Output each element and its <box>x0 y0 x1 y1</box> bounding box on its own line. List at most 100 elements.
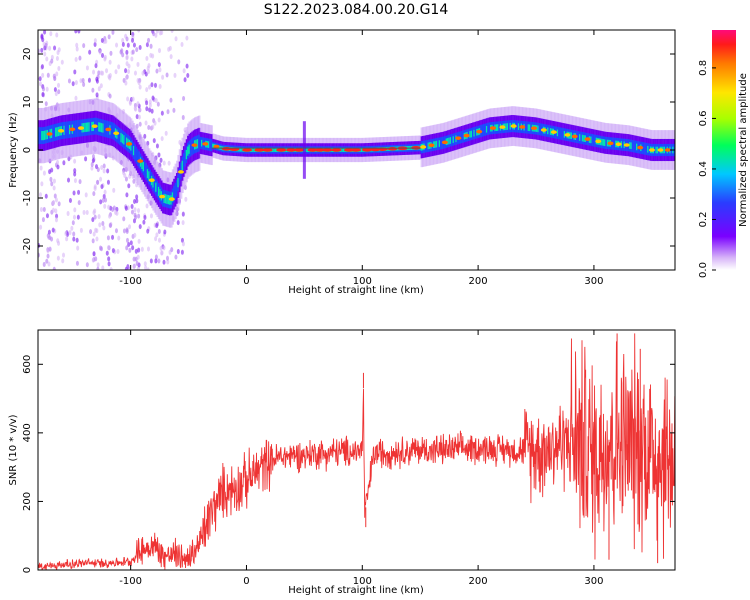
spectrogram-noise-cell <box>91 158 95 164</box>
spectrogram-band-core <box>580 131 583 144</box>
spectrogram-band-core <box>481 124 484 137</box>
spectrogram-noise-cell <box>54 197 58 203</box>
spectrogram-noise-cell <box>77 200 81 206</box>
spectrogram-band-peak <box>470 130 473 138</box>
spectrogram-noise-cell <box>57 65 61 71</box>
spectrogram-band-peak <box>121 134 124 144</box>
spectrogram-noise-cell <box>111 234 115 240</box>
spectrogram-noise-cell <box>106 179 110 185</box>
snr-y-tick-label: 400 <box>22 423 33 442</box>
spectrogram-band-peak <box>435 140 439 148</box>
spectrogram-noise-cell <box>157 237 161 243</box>
spectrogram-band-core <box>594 134 597 147</box>
spectrogram-band-peak <box>99 122 102 132</box>
spectrogram-band-core <box>451 133 454 147</box>
spectrogram-noise-cell <box>92 251 96 257</box>
figure-title: S122.2023.084.00.20.G14 <box>264 2 449 18</box>
spectrogram-band-core <box>460 130 464 144</box>
spectrogram-band-core <box>124 132 127 150</box>
spectrogram-noise-cell <box>50 54 54 60</box>
spectrogram-noise-cell <box>144 265 148 270</box>
spectrogram-noise-cell <box>56 255 60 261</box>
spectrogram-noise-cell <box>169 54 173 60</box>
spectrogram-hotspot <box>262 148 273 152</box>
spectrogram-noise-cell <box>96 266 100 270</box>
spectrogram-noise-cell <box>57 82 61 88</box>
spectrogram-hotspot <box>177 170 184 174</box>
spectrogram-noise-cell <box>57 201 61 207</box>
spectrogram-hotspot <box>428 143 435 148</box>
spectrogram-band-peak <box>166 194 169 204</box>
spectrogram-noise-cell <box>54 208 58 214</box>
spectrogram-band-core <box>175 179 179 197</box>
spectrogram-band-core <box>644 142 647 155</box>
spectrogram-noise-cell <box>146 65 150 71</box>
spectrogram-noise-cell <box>93 214 97 220</box>
spectrogram-band-peak <box>120 132 123 143</box>
spectrogram-noise-cell <box>137 30 141 33</box>
spectrogram-noise-cell <box>131 245 135 251</box>
colorbar-label: Normalized spectral amplitude <box>738 73 749 227</box>
spectrogram-hotspot <box>607 141 614 146</box>
spectrogram-noise-cell <box>130 56 134 62</box>
spectrogram-band-peak <box>164 194 168 204</box>
spectrogram-noise-cell <box>131 49 135 55</box>
spectrogram-noise-cell <box>166 259 170 265</box>
spectrogram-noise-cell <box>93 42 97 48</box>
spectrogram-noise-cell <box>132 264 136 270</box>
spectrogram-noise-cell <box>71 220 75 226</box>
spectrogram-noise-cell <box>185 63 189 69</box>
spectrogram-band-core <box>144 160 147 178</box>
spectrogram-noise-cell <box>124 80 128 86</box>
spectrogram-noise-cell <box>97 70 101 76</box>
spectrogram-y-tick-label: -10 <box>22 190 33 206</box>
spectrogram-noise-cell <box>162 160 166 166</box>
spectrogram-noise-cell <box>79 78 83 84</box>
spectrogram-noise-cell <box>172 107 176 113</box>
spectrogram-hotspot <box>564 133 571 137</box>
spectrogram-noise-cell <box>143 215 147 221</box>
spectrogram-noise-cell <box>82 82 86 88</box>
spectrogram-noise-cell <box>128 100 132 106</box>
spectrogram-noise-cell <box>136 61 140 67</box>
spectrogram-band-core <box>67 121 70 139</box>
spectrogram-noise-cell <box>137 114 141 120</box>
spectrogram-noise-cell <box>107 34 111 40</box>
spectrogram-band-core <box>103 119 106 137</box>
spectrogram-hotspot <box>387 146 398 151</box>
spectrogram-noise-cell <box>78 55 82 61</box>
spectrogram-band-core <box>631 139 635 153</box>
spectrogram-band-peak <box>469 131 472 138</box>
spectrogram-band-peak <box>569 132 572 139</box>
spectrogram-hotspot <box>344 148 355 152</box>
spectrogram-band-peak <box>497 124 500 131</box>
spectrogram-noise-cell <box>144 120 148 126</box>
spectrogram-band-peak <box>517 123 521 130</box>
spectrogram-band-core <box>110 121 113 139</box>
spectrogram-hotspot <box>550 130 557 134</box>
spectrogram-hotspot <box>276 148 287 152</box>
spectrogram-noise-cell <box>162 245 166 251</box>
spectrogram-noise-cell <box>53 87 57 93</box>
spectrogram-band-peak <box>141 159 144 170</box>
spectrogram-band-core <box>52 124 55 142</box>
spectrogram-hotspot <box>242 148 253 152</box>
spectrogram-band-core <box>184 149 187 167</box>
spectrogram-band-peak <box>84 122 87 133</box>
spectrogram-noise-cell <box>154 258 158 264</box>
spectrogram-noise-cell <box>102 225 106 231</box>
spectrogram-band-core <box>182 153 186 170</box>
spectrogram-noise-cell <box>106 245 110 251</box>
spectrogram-band-core <box>145 162 148 180</box>
spectrogram-noise-cell <box>38 76 42 82</box>
spectrogram-hotspot <box>441 140 448 145</box>
spectrogram-noise-cell <box>145 87 149 93</box>
spectrogram-noise-cell <box>125 237 129 243</box>
spectrogram-band-peak <box>238 147 241 152</box>
spectrogram-noise-cell <box>54 217 58 223</box>
spectrogram-noise-cell <box>135 114 139 120</box>
spectrogram-noise-cell <box>152 138 156 144</box>
colorbar-tick-label: 0.0 <box>698 262 709 278</box>
spectrogram-band-peak <box>273 147 276 153</box>
spectrogram-hotspot <box>213 144 220 149</box>
